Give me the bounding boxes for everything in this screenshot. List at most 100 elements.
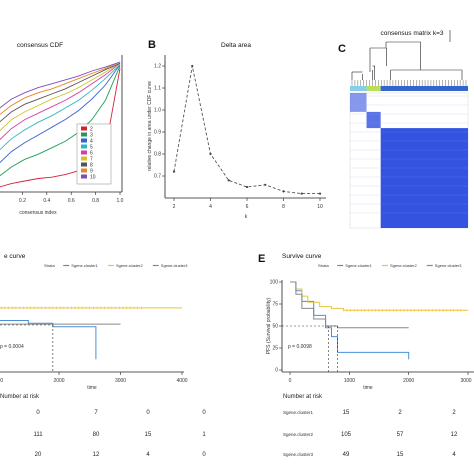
panel-e-x-tick-label: 1000 (344, 378, 355, 384)
panel-d-risk-cell: 111 (33, 432, 43, 438)
panel-e-risk-cell: 57 (397, 432, 404, 438)
panel-a-legend-swatch (81, 150, 87, 155)
panel-e-legend-label: Sgene.cluster2 (390, 263, 417, 268)
panel-a-legend-label: 7 (90, 157, 93, 163)
panel-a-legend-label: 6 (90, 151, 93, 157)
panel-e-title: Survive curve (282, 253, 322, 260)
panel-e-legend-label: Sgene.cluster3 (435, 263, 462, 268)
panel-d-risk-cell: 15 (145, 432, 152, 438)
panel-e-risk-row-label: Sgene.cluster1 (283, 410, 314, 415)
panel-e-y-tick-label: 100 (270, 280, 279, 286)
panel-d-risk-cell: 0 (146, 410, 150, 416)
panel-a-line-k10 (0, 61, 121, 109)
panel-c-block-1 (350, 93, 367, 112)
panel-e-y-tick-label: 75 (272, 302, 278, 308)
panel-d-risk-cell: 20 (35, 452, 42, 458)
panel-b-point (318, 192, 322, 195)
panel-a-legend-swatch (81, 144, 87, 149)
panel-d-legend-label: Sgene.cluster3 (161, 263, 188, 268)
panel-b-y-tick-label: 0.9 (154, 130, 161, 136)
panel-b-point (282, 190, 285, 193)
panel-b-point (245, 185, 249, 189)
panel-b-y-tick-label: 0.8 (154, 152, 161, 158)
panel-d-legend-label: Sgene.cluster2 (116, 263, 143, 268)
panel-e-x-tick-label: 3000 (460, 378, 471, 384)
panel-a-line-k6 (0, 62, 121, 141)
panel-a-line-k4 (0, 64, 121, 164)
panel-a-line-k9 (0, 61, 121, 115)
panel-a-legend-swatch (81, 168, 87, 173)
panel-a-legend-swatch (81, 132, 87, 137)
panel-d-risk-cell: 7 (94, 410, 98, 416)
panel-d: e curve Strata Sgene.cluster1 Sgene.cluste… (0, 253, 206, 458)
panel-a-lines (0, 61, 121, 188)
panel-e-risk-row-label: Sgene.cluster3 (283, 452, 314, 457)
panel-d-risk-cell: 80 (93, 432, 100, 438)
panel-a-legend-label: 9 (90, 169, 93, 175)
panel-a-line-k3 (0, 65, 121, 177)
panel-d-risk-cell: 1 (202, 432, 206, 438)
panel-d-risk-cell: 0 (202, 452, 206, 458)
panel-c-block-3 (380, 128, 468, 228)
panel-b-point (264, 183, 267, 186)
panel-d-risk-cell: 0 (36, 410, 40, 416)
panel-b-x-tick-label: 4 (209, 204, 212, 210)
panel-c-bar-cluster2 (366, 86, 381, 91)
panel-a-legend-swatch (81, 126, 87, 131)
panel-d-risk-title: Number at risk (0, 394, 40, 400)
panel-c-letter: C (338, 43, 346, 55)
panel-c-block-2 (366, 111, 381, 129)
panel-b-x-label: k (245, 214, 248, 220)
panel-b: B Delta area 2 4 6 8 10 0.7 0.8 0.9 1.0 1.1 1.2 re… (147, 39, 326, 220)
panel-e-y-tick-label: 50 (272, 324, 278, 330)
panel-a-x-tick-label: 0.8 (92, 198, 99, 204)
panel-d-risk-cell: 0 (202, 410, 206, 416)
panel-d-legend-label: Strata (44, 263, 55, 268)
panel-e-pvalue: p = 0.0098 (288, 344, 312, 350)
panel-b-y-tick-label: 0.7 (154, 174, 161, 180)
panel-b-point (172, 170, 176, 173)
panel-e-curve-cluster3 (290, 281, 409, 329)
panel-e-risk-cell: 4 (452, 452, 456, 458)
panel-e-legend-label: Sgene.cluster1 (345, 263, 372, 268)
panel-d-x-tick-label: 4000 (176, 378, 187, 384)
panel-b-x-tick-label: 8 (282, 204, 285, 210)
panel-a-legend-swatch (81, 138, 87, 143)
panel-d-curve-cluster2 (0, 307, 182, 309)
panel-e-letter: E (258, 253, 265, 265)
panel-e-risk-cell: 105 (341, 432, 352, 438)
panel-a-legend-label: 3 (90, 133, 93, 139)
panel-b-letter: B (148, 39, 156, 51)
panel-b-y-tick-label: 1.2 (154, 64, 161, 70)
panel-b-line (172, 64, 322, 195)
panel-a-legend-label: 2 (90, 127, 93, 133)
panel-d-x-tick-label: 3000 (115, 378, 126, 384)
panel-e: E Survive curve Strata Sgene.cluster1 Sgen… (258, 253, 474, 458)
panel-a-line-k8 (0, 62, 121, 123)
panel-c-heatmap (349, 92, 469, 229)
panel-c: C consensus matrix k=3 (338, 30, 469, 229)
panel-e-risk-cell: 49 (343, 452, 350, 458)
panel-e-x-tick-label: 2000 (403, 378, 414, 384)
panel-d-x-tick-label: 1000 (0, 378, 3, 384)
panel-d-curve-cluster3 (0, 323, 121, 325)
panel-a-x-tick-label: 1.0 (117, 198, 124, 204)
panel-e-risk-cell: 12 (451, 432, 458, 438)
panel-d-x-tick-label: 2000 (53, 378, 64, 384)
panel-c-dendrogram (351, 30, 467, 86)
panel-d-curve-cluster1 (0, 320, 97, 360)
panel-e-risk-cell: 2 (398, 410, 402, 416)
panel-b-point (191, 64, 194, 68)
panel-b-point (300, 192, 303, 195)
panel-c-bar-cluster3 (380, 86, 468, 91)
panel-a-x-tick-label: 0.4 (43, 198, 50, 204)
panel-e-risk-cell: 15 (343, 410, 350, 416)
panel-b-title: Delta area (221, 42, 251, 49)
panel-a-line-k7 (0, 62, 121, 132)
panel-c-title: consensus matrix k=3 (380, 30, 443, 37)
panel-a-title: consensus CDF (17, 42, 63, 49)
panel-a-legend-swatch (81, 174, 87, 179)
panel-a-line-k5 (0, 64, 121, 151)
panel-e-risk-cell: 2 (452, 410, 456, 416)
panel-d-title: e curve (4, 253, 26, 260)
